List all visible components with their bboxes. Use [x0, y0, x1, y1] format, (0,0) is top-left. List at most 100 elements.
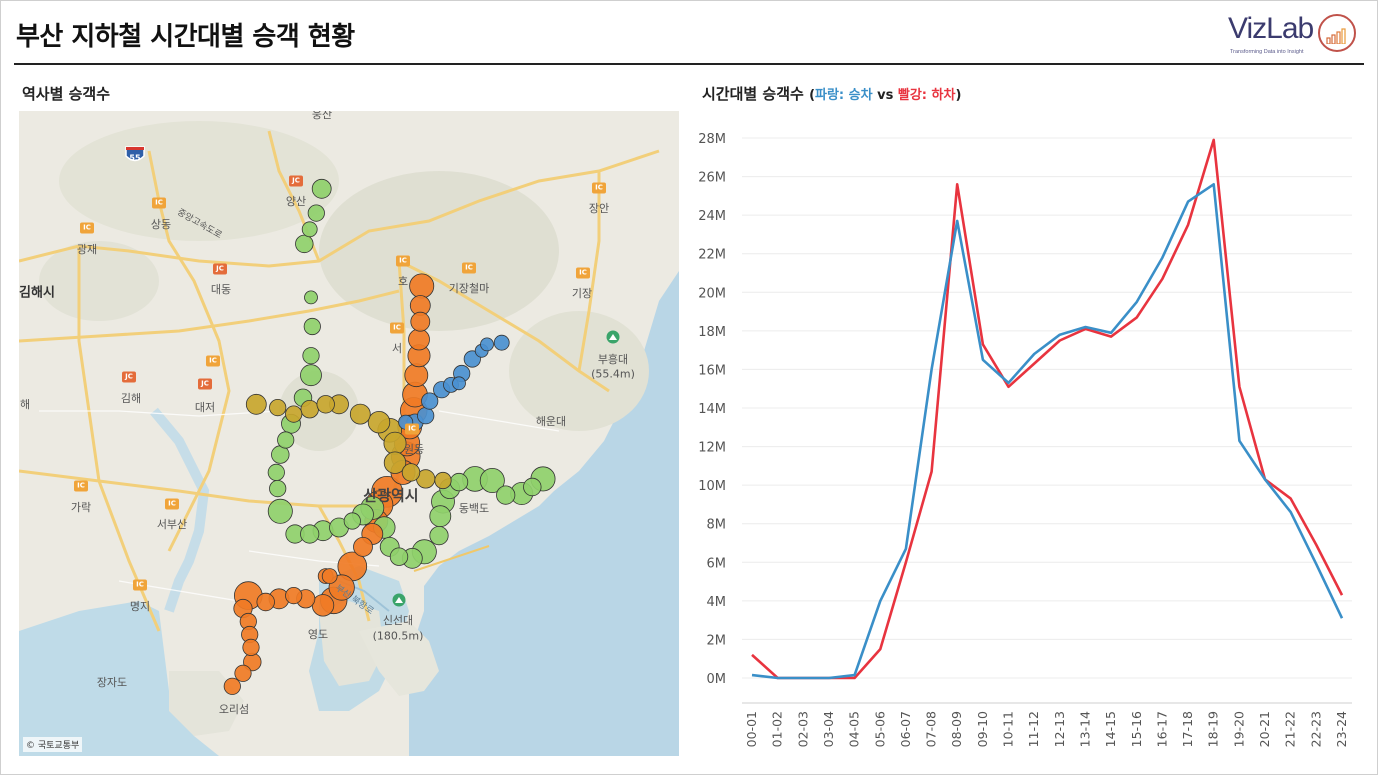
station-marker-line3[interactable]: [383, 451, 407, 474]
series-point-승차[interactable]: [776, 676, 780, 680]
series-point-하차[interactable]: [1007, 385, 1011, 389]
series-point-하차[interactable]: [1109, 335, 1113, 339]
station-marker-line3[interactable]: [269, 398, 287, 417]
series-point-승차[interactable]: [1314, 562, 1318, 566]
map-canvas[interactable]: [19, 111, 679, 756]
station-marker-line3[interactable]: [367, 411, 391, 434]
series-point-하차[interactable]: [1135, 315, 1139, 319]
station-marker-line1[interactable]: [223, 677, 241, 695]
series-point-하차[interactable]: [1314, 543, 1318, 547]
series-point-하차[interactable]: [1212, 138, 1216, 142]
series-point-승차[interactable]: [801, 676, 805, 680]
series-point-승차[interactable]: [1160, 256, 1164, 260]
station-marker-line1[interactable]: [234, 664, 252, 682]
station-marker-line2[interactable]: [523, 477, 542, 497]
series-point-하차[interactable]: [904, 560, 908, 564]
station-marker-line2[interactable]: [496, 485, 516, 505]
series-point-하차[interactable]: [750, 653, 754, 657]
station-marker-line4[interactable]: [452, 376, 466, 391]
series-point-승차[interactable]: [981, 358, 985, 362]
station-marker-line3[interactable]: [349, 403, 371, 425]
series-point-승차[interactable]: [1109, 331, 1113, 335]
station-marker-line2[interactable]: [301, 221, 318, 238]
station-marker-line2[interactable]: [267, 498, 293, 524]
station-marker-line2[interactable]: [429, 525, 449, 546]
station-marker-line4[interactable]: [493, 334, 510, 351]
series-point-하차[interactable]: [1186, 223, 1190, 227]
series-point-승차[interactable]: [1186, 200, 1190, 204]
station-marker-line2[interactable]: [304, 290, 318, 305]
series-point-승차[interactable]: [1237, 439, 1241, 443]
series-point-승차[interactable]: [1007, 381, 1011, 385]
series-point-승차[interactable]: [1084, 325, 1088, 329]
series-line-승차[interactable]: [751, 183, 1344, 680]
series-point-승차[interactable]: [827, 676, 831, 680]
station-marker-line2[interactable]: [267, 463, 285, 481]
series-point-승차[interactable]: [1032, 352, 1036, 356]
station-marker-line2[interactable]: [479, 467, 505, 493]
series-point-승차[interactable]: [878, 599, 882, 603]
series-point-승차[interactable]: [1263, 477, 1267, 481]
station-marker-line2[interactable]: [302, 347, 320, 365]
series-point-승차[interactable]: [1340, 616, 1344, 620]
station-marker-line2[interactable]: [311, 178, 332, 199]
station-marker-line2[interactable]: [429, 505, 452, 528]
station-marker-line2[interactable]: [389, 547, 409, 566]
station-marker-line2[interactable]: [303, 317, 321, 336]
hourly-ridership-chart[interactable]: 0M 2M 4M 6M 8M 10M 12M 14M 16M 18M 20M 22M 24M 26M 28M…: [692, 118, 1368, 768]
station-marker-line3[interactable]: [434, 471, 452, 490]
series-point-승차[interactable]: [853, 673, 857, 677]
series-point-하차[interactable]: [1289, 497, 1293, 501]
series-point-하차[interactable]: [1237, 385, 1241, 389]
series-point-하차[interactable]: [955, 182, 959, 186]
station-marker-line3[interactable]: [316, 395, 335, 414]
series-point-승차[interactable]: [930, 367, 934, 371]
y-tick-label: 26M: [698, 171, 726, 186]
station-marker-line4[interactable]: [417, 407, 435, 425]
x-tick-label: 22-23: [1308, 711, 1323, 747]
series-point-승차[interactable]: [1289, 510, 1293, 514]
series-point-승차[interactable]: [1212, 182, 1216, 186]
series-point-하차[interactable]: [1032, 362, 1036, 366]
station-marker-line1[interactable]: [353, 536, 373, 557]
x-tick-label: 06-07: [898, 711, 913, 747]
station-marker-line2[interactable]: [449, 472, 469, 492]
station-marker-line3[interactable]: [245, 393, 267, 415]
station-marker-line2[interactable]: [343, 512, 361, 530]
station-marker-line2[interactable]: [300, 364, 322, 387]
series-point-승차[interactable]: [955, 219, 959, 223]
station-marker-line1[interactable]: [408, 328, 430, 351]
station-marker-line1[interactable]: [256, 592, 275, 612]
chart-canvas[interactable]: 0M 2M 4M 6M 8M 10M 12M 14M 16M 18M 20M 22M 24M 26M 28M…: [692, 118, 1368, 768]
station-marker-line1[interactable]: [311, 594, 335, 617]
station-marker-line3[interactable]: [300, 400, 319, 419]
station-marker-line4[interactable]: [421, 392, 439, 410]
station-ridership-map[interactable]: 웅산 양산 상동 광재 김해시 대동 김해 대저 해 기장철마 기장 장안 부흥…: [19, 111, 679, 756]
station-marker-line1[interactable]: [242, 638, 260, 657]
series-point-하차[interactable]: [1160, 277, 1164, 281]
station-marker-line3[interactable]: [401, 463, 421, 482]
station-marker-line4[interactable]: [480, 337, 494, 352]
series-line-하차[interactable]: [751, 138, 1344, 680]
station-marker-line2[interactable]: [295, 234, 314, 254]
series-point-승차[interactable]: [1135, 300, 1139, 304]
station-marker-line1[interactable]: [409, 273, 435, 299]
station-marker-line1[interactable]: [321, 568, 338, 585]
station-marker-line1[interactable]: [404, 363, 429, 388]
series-point-하차[interactable]: [1340, 593, 1344, 597]
station-marker-line3[interactable]: [383, 431, 407, 455]
series-point-승차[interactable]: [904, 547, 908, 551]
series-point-하차[interactable]: [1058, 339, 1062, 343]
station-marker-line2[interactable]: [269, 479, 287, 498]
station-marker-line2[interactable]: [307, 204, 325, 222]
station-marker-line2[interactable]: [277, 431, 295, 449]
station-marker-line3[interactable]: [285, 405, 303, 423]
series-point-하차[interactable]: [930, 470, 934, 474]
station-marker-line1[interactable]: [410, 311, 431, 332]
series-point-승차[interactable]: [1058, 333, 1062, 337]
series-point-승차[interactable]: [750, 673, 754, 677]
stations-layer[interactable]: [223, 178, 556, 695]
series-point-하차[interactable]: [878, 647, 882, 651]
station-marker-line2[interactable]: [300, 524, 320, 544]
station-marker-line1[interactable]: [285, 586, 303, 605]
